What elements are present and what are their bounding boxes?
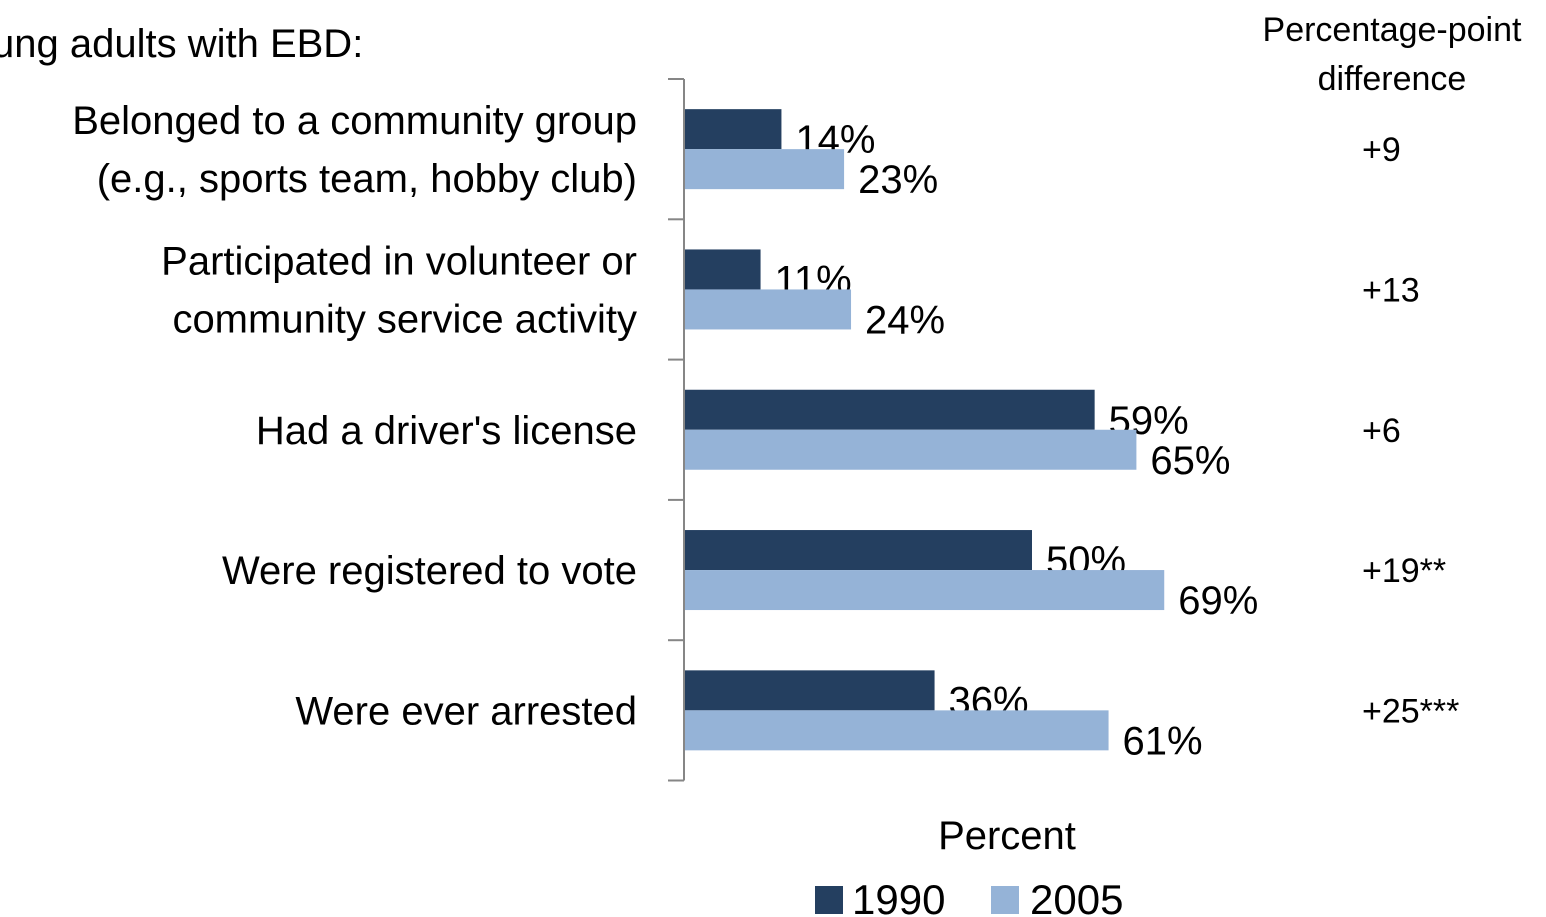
legend-swatch-2005 — [991, 886, 1019, 914]
bar-2005-1 — [684, 289, 852, 330]
bar-2005-2 — [684, 429, 1137, 470]
category-label-0-line-1: (e.g., sports team, hobby club) — [97, 157, 637, 201]
category-label-3-line-0: Were registered to vote — [222, 549, 637, 593]
category-label-1-line-1: community service activity — [172, 297, 637, 341]
bar-2005-0 — [684, 149, 845, 190]
bar-1990-3 — [684, 530, 1032, 571]
difference-label-2: +6 — [1362, 412, 1401, 450]
difference-labels: +9 +13 +6 +19** +25*** — [1362, 131, 1459, 730]
bar-2005-3 — [684, 570, 1165, 611]
legend: 1990 2005 — [815, 876, 1123, 917]
bar-label-2005-4: 61% — [1123, 719, 1203, 763]
bar-1990-2 — [684, 389, 1095, 430]
legend-label-1990: 1990 — [852, 876, 945, 917]
diff-header-line-1: Percentage-point — [1263, 11, 1523, 49]
bars-group: 14%23%11%24%59%65%50%69%36%61% — [684, 109, 1258, 763]
bar-1990-1 — [684, 249, 761, 290]
bar-1990-4 — [684, 670, 935, 711]
category-axis — [668, 78, 685, 782]
difference-label-4: +25*** — [1362, 692, 1459, 730]
category-label-2-line-0: Had a driver's license — [256, 409, 637, 453]
category-label-1-line-0: Participated in volunteer or — [161, 239, 637, 283]
diff-header-line-2: difference — [1318, 60, 1467, 98]
category-labels: Belonged to a community group (e.g., spor… — [72, 99, 637, 733]
legend-label-2005: 2005 — [1030, 876, 1123, 917]
intro-text: ung adults with EBD: — [0, 22, 363, 66]
difference-label-0: +9 — [1362, 131, 1401, 169]
bar-label-2005-2: 65% — [1150, 439, 1230, 483]
bar-1990-0 — [684, 109, 782, 150]
difference-label-1: +13 — [1362, 271, 1420, 309]
bar-label-2005-1: 24% — [865, 298, 945, 342]
bar-label-2005-0: 23% — [858, 158, 938, 202]
bar-2005-4 — [684, 710, 1109, 751]
x-axis-title: Percent — [938, 814, 1076, 858]
category-label-0-line-0: Belonged to a community group — [72, 99, 637, 143]
bar-label-2005-3: 69% — [1178, 579, 1258, 623]
difference-label-3: +19** — [1362, 552, 1446, 590]
category-label-4-line-0: Were ever arrested — [295, 689, 637, 733]
legend-swatch-1990 — [815, 886, 843, 914]
